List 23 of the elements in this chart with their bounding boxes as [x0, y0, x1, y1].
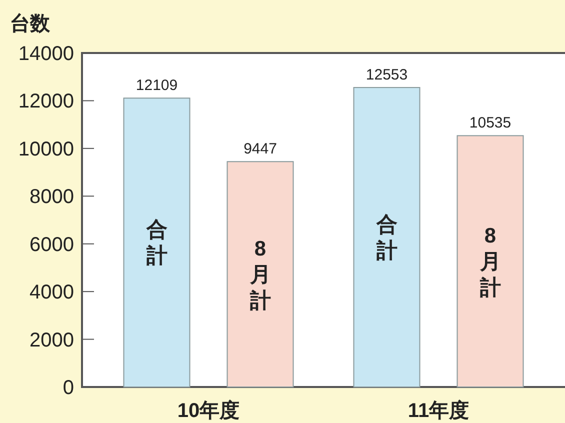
y-tick-label: 10000 — [18, 138, 74, 160]
series-label: 8月計 — [248, 237, 271, 312]
y-tick-label: 4000 — [30, 282, 74, 304]
data-label: 12553 — [366, 66, 408, 84]
bar — [123, 98, 190, 388]
data-label: 9447 — [244, 140, 277, 158]
bar — [456, 135, 524, 388]
text: 合計 — [376, 213, 398, 262]
text: 8月計 — [480, 224, 501, 300]
y-tick-label: 0 — [62, 377, 74, 399]
bar — [226, 161, 294, 388]
x-tick-label: 11年度 — [408, 399, 470, 422]
y-tick-label: 8000 — [30, 186, 74, 208]
y-tick-label: 12000 — [18, 90, 74, 113]
data-label: 12109 — [136, 77, 178, 94]
series-label: 合計 — [145, 218, 168, 268]
bar — [353, 87, 420, 388]
x-tick-label: 10年度 — [177, 399, 240, 422]
y-tick-label: 14000 — [18, 43, 74, 65]
y-tick-label: 6000 — [30, 234, 74, 256]
data-label: 10535 — [469, 114, 512, 132]
y-axis-title: 台数 — [10, 12, 51, 35]
y-tick-label: 2000 — [30, 329, 74, 352]
